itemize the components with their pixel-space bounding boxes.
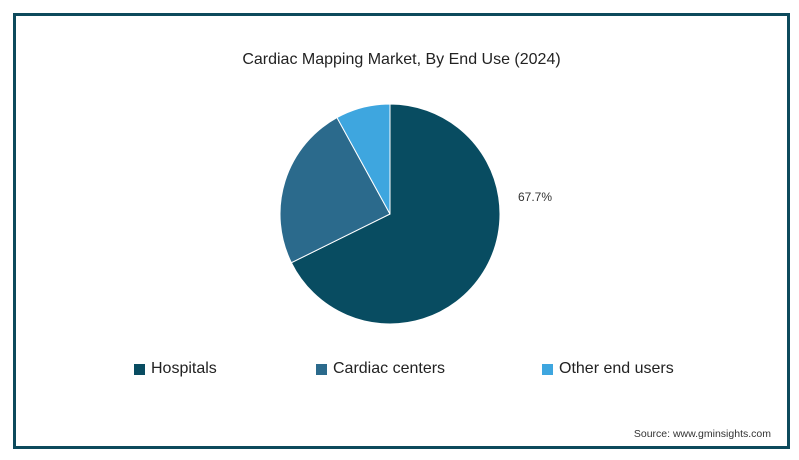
legend-label-other-end-users: Other end users bbox=[559, 360, 674, 377]
pie-slice-cardiac-centers bbox=[279, 116, 391, 264]
legend-label-cardiac-centers: Cardiac centers bbox=[333, 360, 446, 377]
legend-swatch-hospitals bbox=[134, 363, 145, 375]
legend-item-hospitals: Hospitals bbox=[134, 360, 217, 378]
chart-legend: Hospitals Cardiac centers Other end user… bbox=[16, 360, 787, 382]
chart-title: Cardiac Mapping Market, By End Use (2024… bbox=[242, 51, 561, 68]
pie-slice-hospitals bbox=[290, 103, 501, 325]
data-label-hospitals: 67.7% bbox=[518, 190, 552, 204]
legend-item-other-end-users: Other end users bbox=[542, 360, 674, 378]
legend-item-cardiac-centers: Cardiac centers bbox=[316, 360, 445, 378]
pie-slice-other-end-users bbox=[336, 103, 391, 215]
chart-frame: Cardiac Mapping Market, By End Use (2024… bbox=[13, 13, 790, 449]
source-note: Source: www.gminsights.com bbox=[633, 428, 771, 440]
pie-chart: 67.7% bbox=[279, 103, 552, 325]
legend-label-hospitals: Hospitals bbox=[151, 360, 217, 377]
legend-swatch-cardiac-centers bbox=[316, 363, 327, 375]
legend-swatch-other-end-users bbox=[542, 363, 553, 375]
